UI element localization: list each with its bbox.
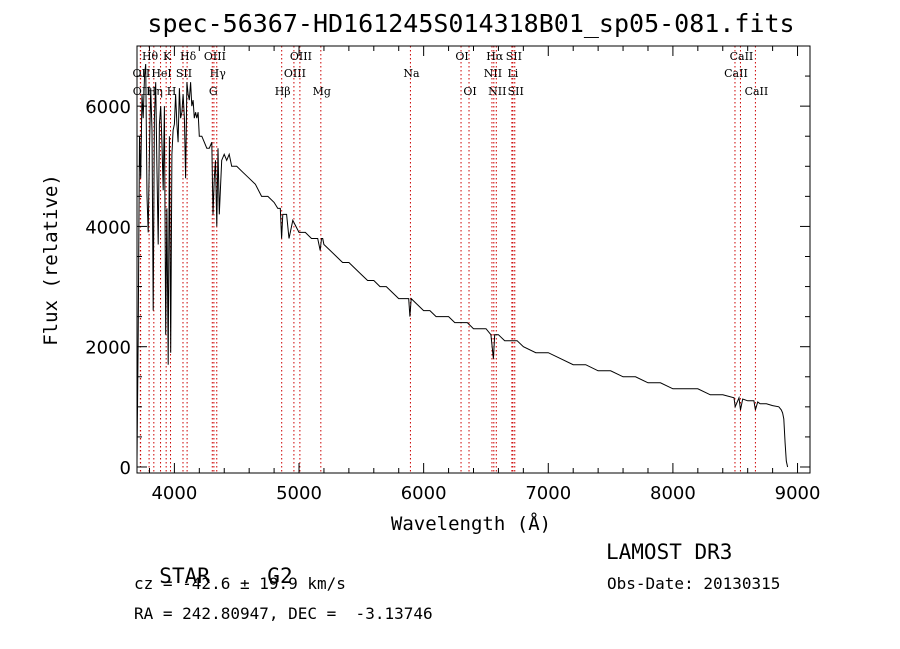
spectrum-line [136,63,789,468]
spectral-line-label: G [209,85,218,98]
spectral-line-label: Li [507,67,518,80]
spectral-line-label: OII [133,67,151,80]
spectral-line-label: CaII [730,50,754,63]
x-tick-label: 7000 [525,483,571,504]
spectral-line-label: H [167,85,177,98]
x-tick-label: 8000 [650,483,696,504]
coordinates-readout: RA = 242.80947, DEC = -3.13746 [134,604,433,623]
spectral-line-label: Na [403,67,420,80]
x-tick-label: 9000 [775,483,821,504]
spectral-line-label: SII [506,50,522,63]
redshift-readout: cz = -42.6 ± 19.9 km/s [134,574,346,593]
spectral-line-label: Hθ [142,50,159,63]
y-axis-label: Flux (relative) [40,174,62,346]
spectral-line-label: OI [455,50,468,63]
spectral-line-label: CaII [745,85,769,98]
x-tick-label: 4000 [151,483,197,504]
spectral-line-label: Mg [313,85,331,98]
x-tick-label: 6000 [401,483,447,504]
spectral-line-label: K [163,50,172,63]
spectral-line-label: OI [463,85,476,98]
spectral-line-label: SII [508,85,524,98]
axis-ticks: 4000 5000 6000 7000 8000 9000 0 2000 4000 6000 [85,46,820,504]
subclass-value: G2 [267,564,293,588]
spectral-line-label: HeI [151,67,171,80]
survey-name: LAMOST DR3 [606,540,733,564]
object-class: STAR [134,540,210,588]
y-tick-label: 6000 [85,97,131,118]
spectral-line-label: SII [176,67,192,80]
spectral-line-label: OIII [204,50,226,63]
chart-title: spec-56367-HD161245S014318B01_sp05-081.f… [147,9,794,38]
class-value: STAR [159,564,210,588]
spectral-line-label: Hβ [275,85,291,98]
observation-date: Obs-Date: 20130315 [607,574,781,593]
spectral-line-label: NII [488,85,506,98]
spectral-line-label: Hδ [180,50,197,63]
spectral-line-label: Hγ [210,67,227,80]
object-subclass: G2 [242,540,293,588]
x-axis-label: Wavelength (Å) [391,512,551,535]
spectral-line-label: OIII [290,50,312,63]
y-tick-label: 4000 [85,217,131,238]
plot-frame [136,45,811,474]
spectral-line-label: CaII [724,67,748,80]
x-tick-label: 5000 [276,483,322,504]
spectral-line-label: NII [484,67,502,80]
spectral-line-label: Hα [486,50,504,63]
y-tick-label: 0 [120,458,131,479]
y-tick-label: 2000 [85,338,131,359]
spectral-line-label: OIII [284,67,306,80]
